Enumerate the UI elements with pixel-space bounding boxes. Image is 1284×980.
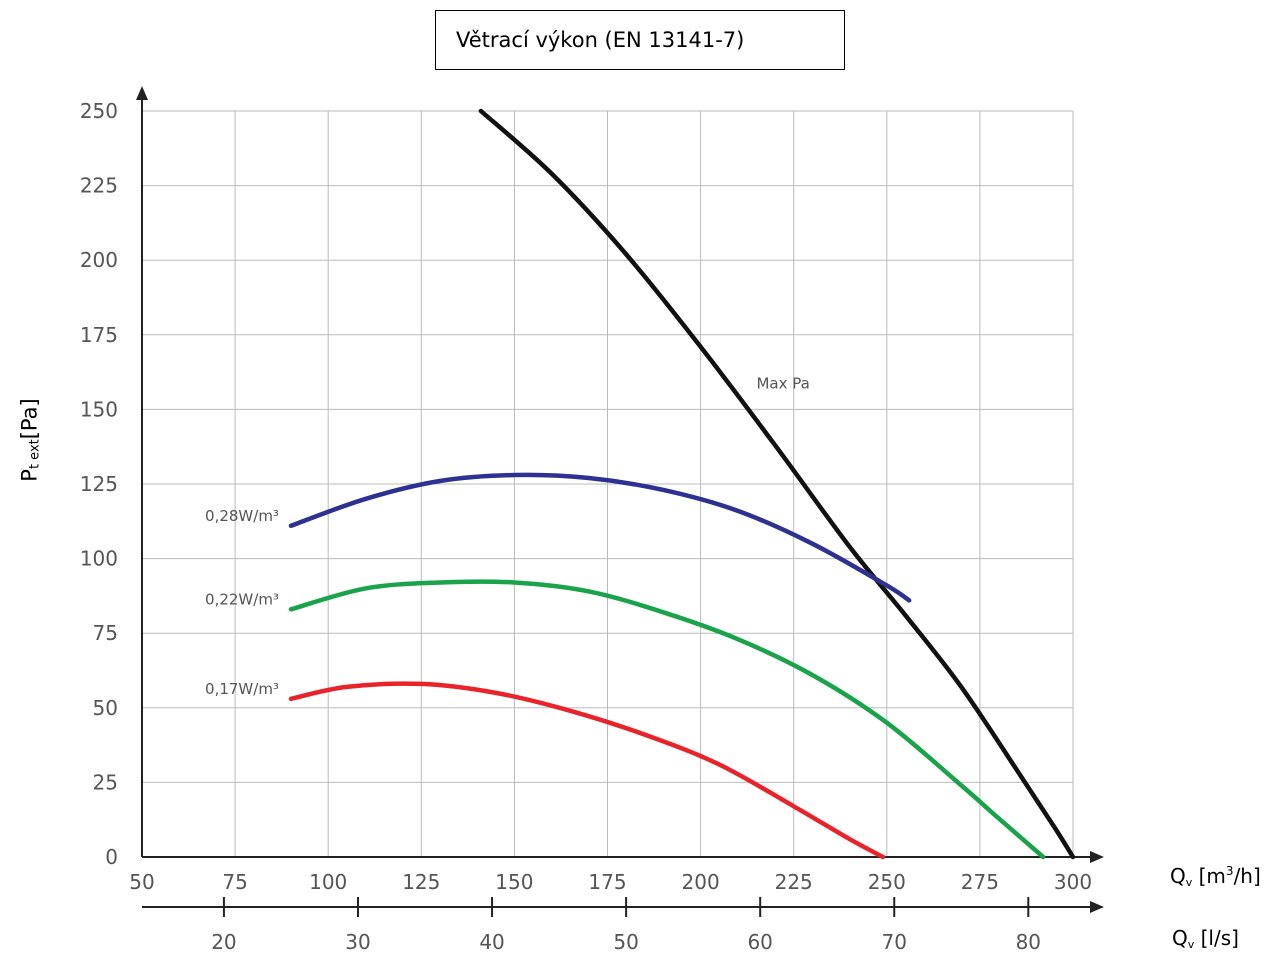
secondary-tick-label: 70 [882, 930, 907, 954]
x-tick-label: 75 [222, 870, 247, 894]
y-tick-label: 150 [80, 397, 118, 421]
x-secondary-q: Q [1172, 926, 1188, 950]
secondary-tick-label: 30 [345, 930, 370, 954]
series-group [288, 108, 1076, 860]
series-label-3: 0,17W/m³ [205, 680, 279, 698]
y-tick-label: 125 [80, 472, 118, 496]
x-primary-sup: 3 [1225, 864, 1234, 878]
x-primary-sub: v [1185, 876, 1193, 889]
secondary-tick-label: 20 [211, 930, 236, 954]
series-line-1 [288, 472, 912, 603]
x-tick-label: 100 [309, 870, 347, 894]
y-tick-label: 0 [105, 845, 118, 869]
x-secondary-sub: v [1187, 938, 1195, 951]
axes [136, 86, 1104, 913]
x-tick-label: 200 [682, 870, 720, 894]
y-axis-arrow [136, 86, 148, 100]
y-tick-label: 100 [80, 547, 118, 571]
x-primary-q: Q [1170, 864, 1186, 888]
y-tick-label: 225 [80, 174, 118, 198]
y-tick-label: 50 [93, 696, 118, 720]
y-tick-label: 175 [80, 323, 118, 347]
y-tick-label: 200 [80, 248, 118, 272]
ticks: 50 75 100 125 150 175 200 225 250 275 300 0 25 50 75 10… [80, 99, 1092, 954]
x-tick-label: 150 [495, 870, 533, 894]
series-line-0 [478, 108, 1076, 860]
series-labels: Max Pa 0,28W/m³ 0,22W/m³ 0,17W/m³ [205, 375, 810, 698]
y-tick-label: 250 [80, 99, 118, 123]
x-primary-axis-label: Qv [m3/h] [1170, 864, 1261, 889]
series-line-3 [288, 681, 886, 860]
y-tick-label: 25 [93, 770, 118, 794]
x-tick-label: 300 [1054, 870, 1092, 894]
x-secondary-axis-label: Qv [l/s] [1172, 926, 1239, 951]
grid [142, 110, 1074, 857]
secondary-tick-label: 80 [1016, 930, 1041, 954]
x-tick-label: 175 [588, 870, 626, 894]
series-label-1: 0,28W/m³ [205, 507, 279, 525]
x-tick-label: 50 [129, 870, 154, 894]
x-axis-arrow [1090, 851, 1104, 863]
x-tick-label: 125 [402, 870, 440, 894]
secondary-tick-label: 60 [747, 930, 772, 954]
secondary-axis-arrow [1090, 901, 1104, 913]
series-line-2 [288, 579, 1046, 860]
x-secondary-unit: [l/s] [1194, 926, 1239, 950]
secondary-tick-label: 50 [613, 930, 638, 954]
chart-title: Větrací výkon (EN 13141-7) [435, 10, 845, 70]
series-label-2: 0,22W/m³ [205, 590, 279, 608]
x-tick-label: 250 [868, 870, 906, 894]
x-primary-unit-pre: [m [1192, 864, 1226, 888]
y-tick-label: 75 [93, 621, 118, 645]
secondary-tick-label: 40 [479, 930, 504, 954]
x-tick-label: 275 [961, 870, 999, 894]
x-tick-label: 225 [775, 870, 813, 894]
series-label-0: Max Pa [756, 375, 809, 393]
x-primary-unit-post: /h] [1233, 864, 1261, 888]
